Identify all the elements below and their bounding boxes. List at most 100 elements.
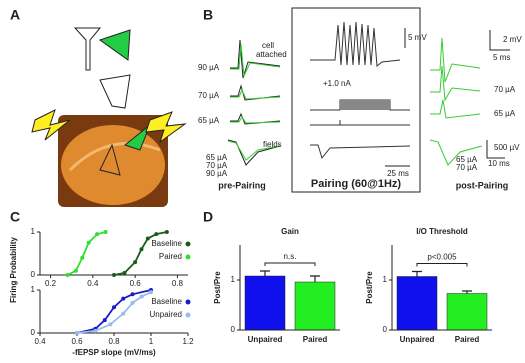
trace — [227, 139, 281, 166]
lightning — [145, 111, 187, 144]
legend-swatch — [185, 241, 191, 247]
point — [93, 328, 98, 333]
error-bar — [412, 270, 422, 277]
bracket — [264, 262, 316, 266]
scale-bar — [486, 140, 505, 159]
point — [73, 268, 78, 273]
bracket — [416, 263, 468, 267]
legend-swatch — [185, 254, 191, 260]
point — [65, 273, 70, 277]
annotation: n.s. — [284, 252, 297, 261]
panel-title: post-Pairing — [456, 180, 509, 190]
bar — [446, 293, 488, 331]
electrode-in-slice — [99, 143, 121, 176]
setup-drawing — [31, 27, 187, 207]
legend-swatch — [185, 312, 191, 318]
trace — [227, 140, 281, 161]
electrode — [99, 74, 131, 109]
point — [103, 230, 108, 234]
scale-label: 5 ms — [493, 53, 510, 62]
trace — [430, 37, 481, 83]
error-bar — [260, 270, 270, 276]
point — [112, 305, 116, 310]
current-label: 70 µA — [198, 91, 220, 100]
trace — [430, 65, 481, 102]
x-tick-label: 1.2 — [182, 337, 194, 346]
trace — [429, 139, 483, 166]
y-axis-label: Firing Probability — [9, 237, 18, 303]
chart-title: I/O Threshold — [416, 227, 468, 236]
bar — [294, 281, 336, 331]
x-tick-label: 0.8 — [108, 337, 120, 346]
legend-label: Paired — [159, 252, 182, 261]
series-line — [67, 231, 106, 276]
electrode-in-slice — [123, 123, 152, 151]
x-tick-label: Unpaired — [248, 335, 283, 344]
point — [145, 236, 150, 241]
scale-label: 5 mV — [408, 33, 427, 42]
point — [80, 255, 85, 260]
x-axis-label: -fEPSP slope (mV/ms) — [72, 348, 156, 357]
legend-label: Baseline — [151, 239, 182, 248]
point — [122, 270, 127, 275]
x-tick-label: 0.2 — [45, 279, 57, 288]
x-tick-label: 0.4 — [34, 337, 46, 346]
current-step — [340, 100, 390, 110]
y-tick-label: 0 — [383, 325, 388, 334]
y-tick-label: 0 — [31, 270, 36, 279]
point — [139, 247, 144, 252]
scale-bar — [489, 30, 510, 51]
current-label: +1.0 nA — [323, 79, 351, 88]
point — [154, 232, 159, 237]
pre-traces — [227, 39, 281, 166]
point — [75, 331, 79, 335]
current-label: 70 µA — [456, 163, 478, 172]
trace — [310, 120, 410, 126]
trace — [230, 43, 281, 78]
trace — [230, 39, 281, 79]
point — [130, 300, 135, 305]
point — [112, 273, 116, 277]
trace-label: fields — [263, 140, 282, 149]
current-label: 70 µA — [206, 161, 228, 170]
current-label: 90 µA — [206, 169, 228, 178]
scale-label: 500 µV — [494, 143, 520, 152]
x-tick-label: Paired — [455, 335, 480, 344]
trace-label: cell — [262, 41, 274, 50]
error-bar — [462, 290, 472, 294]
y-axis-label: Post/Pre — [213, 271, 222, 304]
trace — [310, 144, 411, 160]
point — [149, 290, 153, 295]
current-label: 65 µA — [206, 153, 228, 162]
point — [139, 294, 144, 299]
legend-label: Unpaired — [150, 310, 182, 319]
trace — [430, 99, 481, 119]
current-label: 65 µA — [494, 109, 516, 118]
panel-label: D — [203, 209, 213, 225]
trace — [310, 21, 401, 67]
pairing-traces — [310, 21, 411, 167]
current-label: 65 µA — [456, 155, 478, 164]
y-tick-label: 1 — [31, 227, 36, 236]
current-label: 65 µA — [198, 116, 220, 125]
y-tick-label: 1 — [383, 275, 388, 284]
scale-label: 10 ms — [488, 159, 510, 168]
y-tick-label: 0 — [31, 328, 36, 337]
panel-title: Pairing (60@1Hz) — [311, 178, 402, 190]
pairing-box — [291, 7, 421, 193]
error-bar — [310, 275, 320, 282]
electrode — [73, 27, 102, 71]
panel-title: pre-Pairing — [218, 180, 266, 190]
point — [121, 296, 126, 301]
x-tick-label: 0.4 — [87, 279, 99, 288]
bar — [396, 276, 438, 331]
x-tick-label: 0.6 — [71, 337, 83, 346]
legend-swatch — [185, 299, 191, 305]
point — [121, 311, 126, 316]
x-tick-label: 0.8 — [172, 279, 184, 288]
point — [130, 292, 135, 297]
panel-label: A — [10, 7, 20, 23]
y-axis-label: Post/Pre — [365, 271, 374, 304]
x-tick-label: 1 — [149, 337, 154, 346]
